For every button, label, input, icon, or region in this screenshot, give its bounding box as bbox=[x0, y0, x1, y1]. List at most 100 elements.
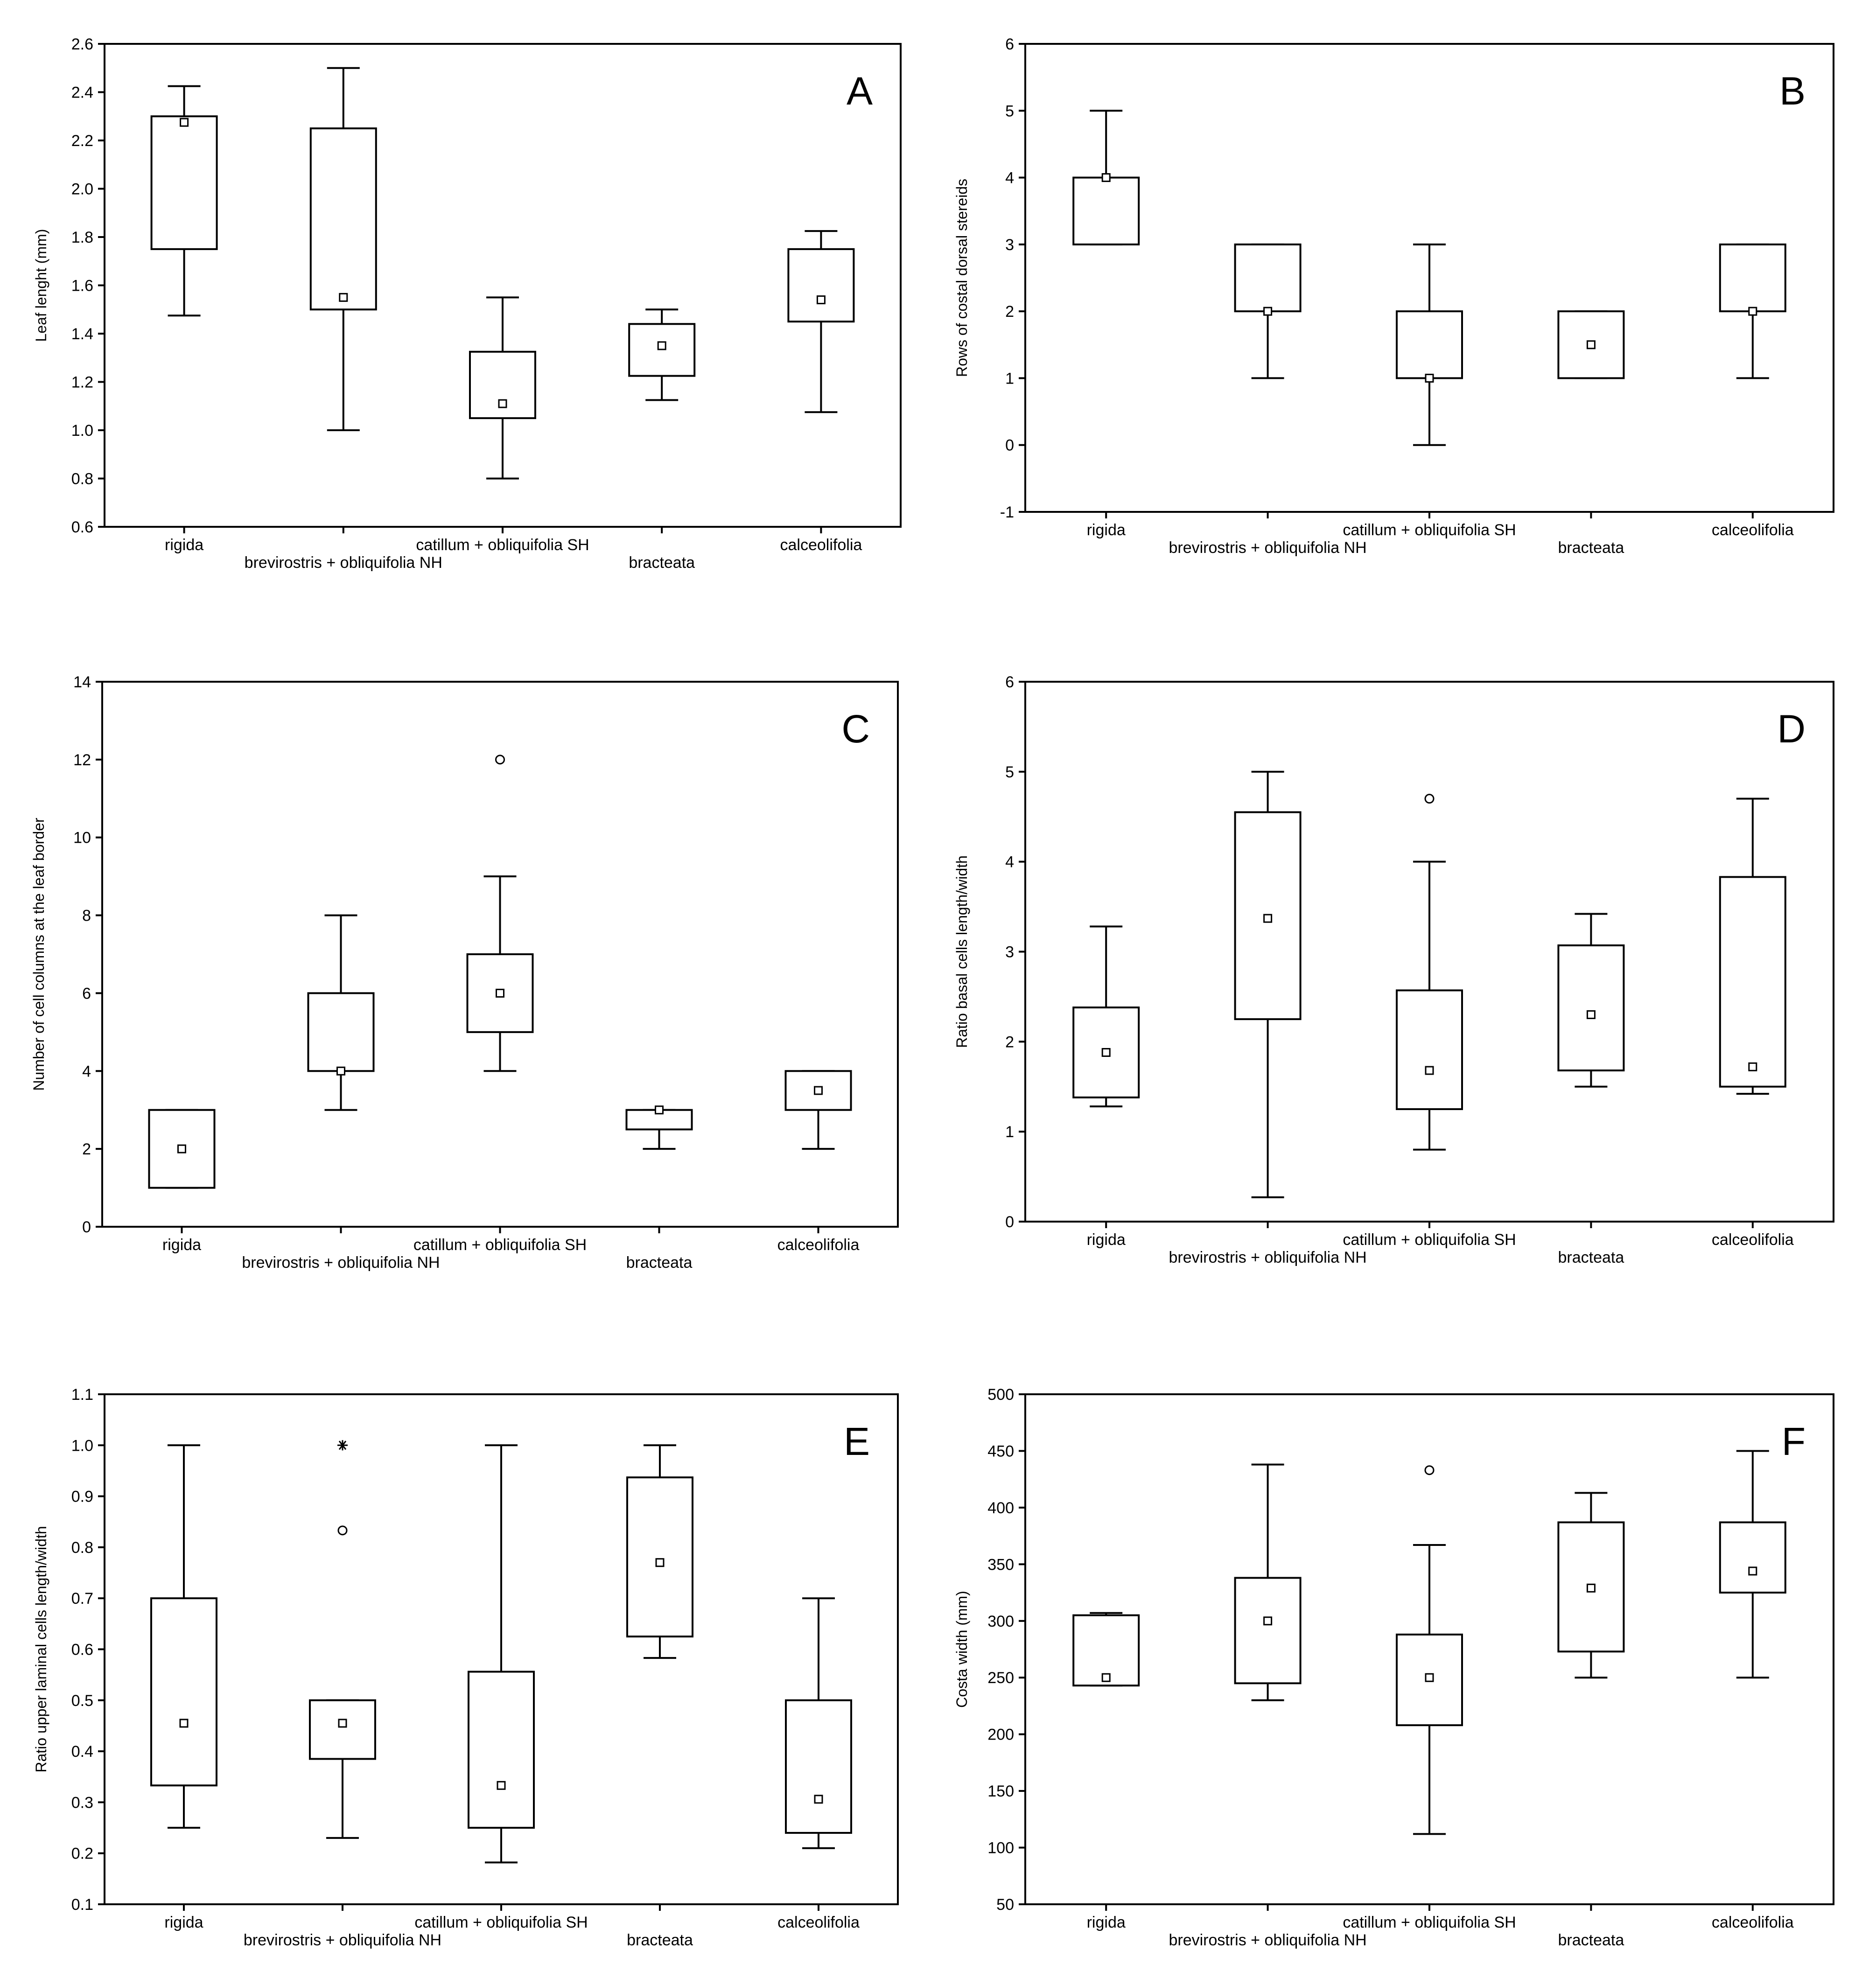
outlier-point bbox=[495, 755, 505, 765]
median-marker bbox=[1425, 1673, 1434, 1682]
category-label: rigida bbox=[162, 1236, 201, 1254]
y-tick-label: 500 bbox=[987, 1386, 1014, 1404]
median-marker bbox=[336, 1066, 345, 1076]
category-label: calceolifolia bbox=[1712, 1914, 1794, 1931]
iqr-box bbox=[307, 992, 375, 1072]
y-tick-label: 0.8 bbox=[71, 470, 93, 488]
y-tick-label: 2.4 bbox=[71, 84, 93, 102]
y-tick-label: 2 bbox=[1005, 1033, 1014, 1051]
iqr-box bbox=[1719, 876, 1786, 1088]
iqr-box bbox=[626, 1476, 693, 1638]
y-tick-label: 2.6 bbox=[71, 35, 93, 53]
y-tick-label: 3 bbox=[1005, 236, 1014, 254]
median-marker bbox=[496, 988, 504, 998]
box-3 bbox=[469, 296, 536, 480]
category-label: brevirostris + obliquifolia NH bbox=[1169, 1931, 1366, 1949]
box-4 bbox=[628, 308, 696, 401]
y-tick-label: 0.1 bbox=[71, 1896, 93, 1914]
box-5 bbox=[787, 230, 855, 413]
y-tick-label: 2.2 bbox=[71, 132, 93, 150]
y-tick-label: 0.6 bbox=[71, 518, 93, 536]
category-label: catillum + obliquifolia SH bbox=[413, 1236, 587, 1254]
panel-b: -1 0 1 2 3 4 5 6 rigida brevirostris + obliquifol… bbox=[953, 35, 1834, 557]
median-marker bbox=[657, 341, 666, 350]
median-marker bbox=[814, 1795, 823, 1804]
iqr-box bbox=[1072, 176, 1140, 245]
y-tick-label: 0 bbox=[1005, 437, 1014, 454]
median-marker bbox=[339, 293, 348, 302]
y-axis-title: Ratio basal cells length/width bbox=[953, 855, 970, 1048]
median-marker bbox=[814, 1086, 823, 1095]
y-tick-label: 5 bbox=[1005, 102, 1014, 120]
category-label: bracteata bbox=[627, 1931, 693, 1949]
y-tick-label: 5 bbox=[1005, 763, 1014, 781]
y-tick-label: 0 bbox=[82, 1218, 91, 1236]
panel-letter: A bbox=[847, 69, 873, 113]
outlier-point bbox=[337, 1525, 348, 1536]
median-marker bbox=[1425, 1066, 1434, 1075]
category-label: catillum + obliquifolia SH bbox=[416, 536, 589, 554]
median-marker bbox=[1101, 1048, 1111, 1057]
box-5 bbox=[785, 1597, 852, 1849]
y-tick-label: 0.2 bbox=[71, 1845, 93, 1863]
box-4 bbox=[1557, 310, 1625, 379]
category-label: rigida bbox=[164, 1914, 203, 1931]
y-axis-title: Ratio upper laminal cells length/width bbox=[33, 1526, 49, 1772]
panel-letter: F bbox=[1782, 1419, 1806, 1463]
median-marker bbox=[180, 118, 189, 127]
y-tick-label: 300 bbox=[987, 1613, 1014, 1630]
category-label: bracteata bbox=[626, 1254, 693, 1272]
y-tick-label: 4 bbox=[1005, 169, 1014, 187]
iqr-box bbox=[1396, 310, 1463, 379]
iqr-box bbox=[150, 115, 218, 250]
median-marker bbox=[655, 1105, 664, 1115]
median-marker bbox=[1748, 1566, 1757, 1576]
median-marker bbox=[1586, 1010, 1596, 1019]
y-tick-label: 0 bbox=[1005, 1213, 1014, 1231]
panel-a: 0.6 0.8 1.0 1.2 1.4 1.6 1.8 2.0 2.2 2.4 2.6 rigida b… bbox=[33, 35, 902, 572]
panel-letter: C bbox=[841, 707, 870, 751]
y-tick-label: 2 bbox=[82, 1140, 91, 1158]
iqr-box bbox=[787, 248, 855, 323]
median-marker bbox=[1586, 340, 1596, 349]
y-tick-label: 6 bbox=[1005, 35, 1014, 53]
y-tick-label: 400 bbox=[987, 1499, 1014, 1517]
y-tick-label: 6 bbox=[82, 985, 91, 1002]
panel-letter: E bbox=[844, 1419, 870, 1463]
category-label: bracteata bbox=[1558, 1249, 1624, 1266]
category-label: calceolifolia bbox=[777, 1236, 860, 1254]
median-marker bbox=[1586, 1583, 1596, 1593]
median-marker bbox=[1425, 373, 1434, 383]
y-axis-title: Rows of costal dorsal stereids bbox=[953, 179, 970, 377]
iqr-box bbox=[1234, 1577, 1302, 1684]
iqr-box bbox=[785, 1699, 852, 1834]
box-5 bbox=[1719, 797, 1786, 1095]
box-2 bbox=[307, 914, 375, 1111]
panel-letter: D bbox=[1777, 707, 1806, 751]
y-tick-label: 8 bbox=[82, 907, 91, 925]
y-tick-label: 1.0 bbox=[71, 422, 93, 440]
extreme-point bbox=[337, 1440, 348, 1451]
category-label: calceolifolia bbox=[777, 1914, 860, 1931]
median-marker bbox=[498, 399, 507, 408]
panel-f: 50 100 150 200 250 300 350 400 450 500 rigida brevi… bbox=[953, 1386, 1834, 1949]
y-tick-label: 1.0 bbox=[71, 1437, 93, 1454]
y-tick-label: 50 bbox=[996, 1896, 1014, 1914]
y-tick-label: 450 bbox=[987, 1442, 1014, 1460]
box-1 bbox=[150, 85, 218, 317]
y-tick-label: 4 bbox=[82, 1062, 91, 1080]
outlier-point bbox=[1424, 1465, 1435, 1475]
box-1 bbox=[148, 1109, 216, 1189]
category-label: bracteata bbox=[1558, 1931, 1624, 1949]
median-marker bbox=[1101, 173, 1111, 182]
box-4 bbox=[625, 1105, 693, 1150]
y-tick-label: 0.4 bbox=[71, 1743, 93, 1761]
box-2 bbox=[1234, 770, 1302, 1198]
median-marker bbox=[338, 1719, 347, 1728]
category-label: catillum + obliquifolia SH bbox=[1343, 521, 1516, 539]
box-5 bbox=[784, 1070, 852, 1150]
box-2 bbox=[309, 67, 377, 431]
y-tick-label: 0.9 bbox=[71, 1488, 93, 1506]
median-marker bbox=[816, 295, 826, 305]
median-marker bbox=[1101, 1673, 1111, 1682]
